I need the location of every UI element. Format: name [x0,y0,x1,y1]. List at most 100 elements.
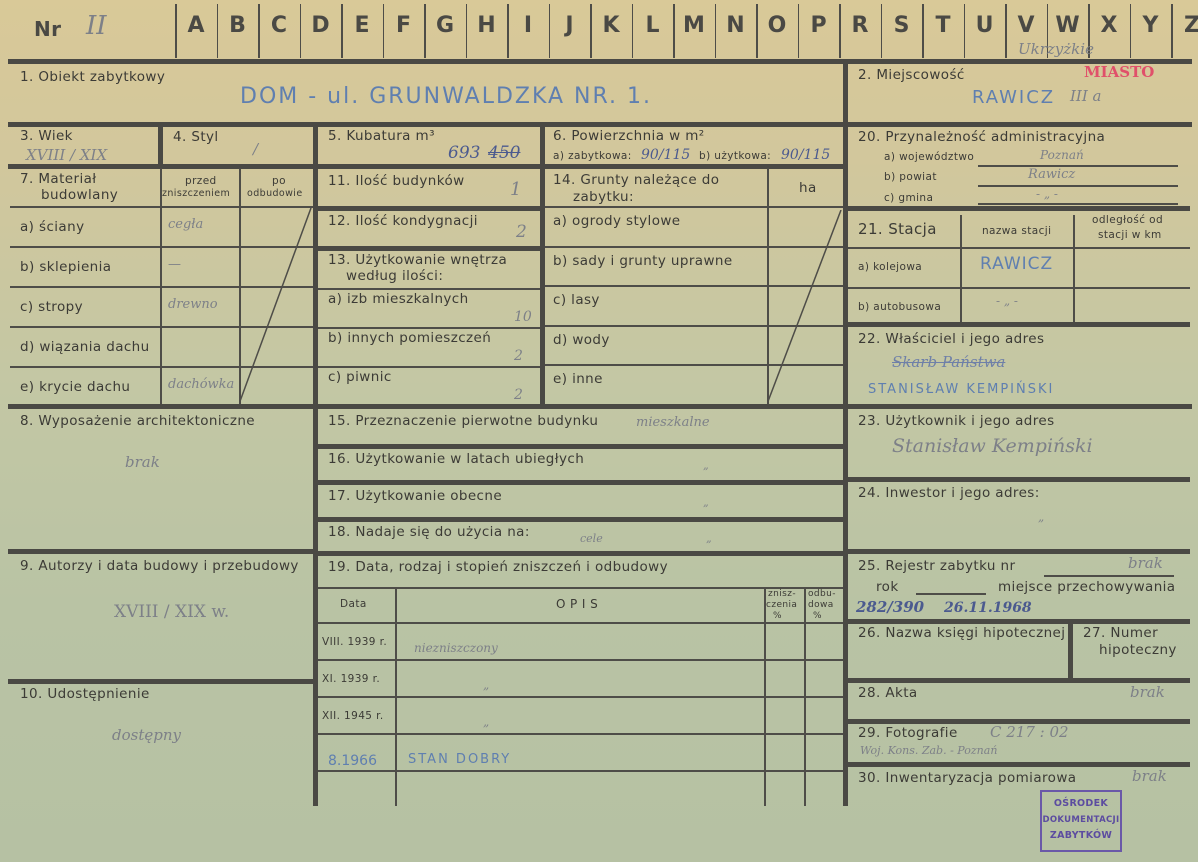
stamp-line: DOKUMENTACJI [1042,815,1120,825]
field-23-user: 23. Użytkownik i jego adres Stanisław Ke… [848,410,1190,478]
unit-ha: ha [799,180,817,196]
label: 1. Obiekt zabytkowy [20,69,166,85]
field-18: 18. Nadaje się do użycia na: cele „ [318,521,843,554]
col-date: Data [340,598,367,610]
index-letter: P [810,13,827,38]
col-before: przed [185,175,217,187]
value: brak [1132,767,1167,785]
value: XVIII / XIX w. [114,602,230,622]
institution-stamp: OŚRODEK DOKUMENTACJI ZABYTKÓW [1040,790,1122,852]
label: 13. Użytkowanie wnętrza [328,252,508,268]
value: C 217 : 02 [990,723,1069,741]
row-label: c) stropy [20,299,83,315]
stamp-line: OŚRODEK [1053,798,1109,809]
value: STANISŁAW KEMPIŃSKI [868,382,1055,397]
row-date: 8.1966 [328,753,377,769]
field-24-investor: 24. Inwestor i jego adres: „ [848,483,1190,549]
index-letter: I [523,13,533,38]
row-description: „ [483,678,490,692]
row-date: VIII. 1939 r. [322,636,388,648]
grounds-row-label: e) inne [553,371,603,387]
row-value: dachówka [168,377,235,392]
label: 17. Użytkowanie obecne [328,488,503,504]
row-value: 10 [514,309,532,325]
col-before: zniszczeniem [162,188,231,199]
label: 9. Autorzy i data budowy i przebudowy [20,558,299,574]
register-date: 26.11.1968 [944,600,1032,616]
field-25-register: 25. Rejestr zabytku nr brak rok miejsce … [848,554,1190,621]
col-rebuild: odbu- [808,589,836,599]
struck-value: Skarb Państwa [892,353,1006,371]
field-5-volume: 5. Kubatura m³ 693 450 [318,127,540,165]
index-letter: G [435,13,455,38]
field-17: 17. Użytkowanie obecne „ [318,485,843,520]
index-letter: N [726,13,745,38]
value: 693 [448,143,481,163]
value-a: Poznań [1040,148,1084,162]
value-2: „ [706,532,712,545]
col-rebuild: dowa [808,600,834,610]
index-letter: K [602,13,620,38]
index-letter: L [645,13,660,38]
index-letter: T [935,13,951,38]
field-6-area: 6. Powierzchnia w m² a) zabytkowa: 90/11… [545,127,843,165]
field-11-buildings: 11. Ilość budynków 1 [318,168,540,208]
label: według ilości: [346,268,444,284]
value-a: 90/115 [641,147,691,163]
label-a: a) zabytkowa: [553,150,632,162]
index-letter: D [311,13,330,38]
label: 20. Przynależność administracyjna [858,129,1106,145]
label: 16. Użytkowanie w latach ubiegłych [328,451,585,467]
field-28-files: 28. Akta brak [848,683,1190,720]
value-b: - „ - [996,294,1018,308]
col-damage: znisz- [768,589,796,599]
note: III a [1070,87,1102,105]
margin-note: Ukrzyżkie [1018,40,1094,58]
field-2-locality: 2. Miejscowość RAWICZ III a MIASTO [848,63,1190,122]
label-place: miejsce przechowywania [998,579,1176,595]
label: 11. Ilość budynków [328,173,465,189]
value: DOM - ul. GRUNWALDZKA NR. 1. [240,84,652,109]
value: cele [580,532,603,545]
field-7-material: 7. Materiał budowlany przed zniszczeniem… [10,168,313,406]
row-label: b) innych pomieszczeń [328,330,492,346]
index-letter: F [395,13,412,38]
red-stamp: MIASTO [1084,63,1155,81]
value: / [253,140,259,158]
field-29-photos: 29. Fotografie C 217 : 02 Woj. Kons. Zab… [848,723,1190,763]
label: 15. Przeznaczenie pierwotne budynku [328,413,599,429]
row-date: XI. 1939 r. [322,673,381,685]
nr-label: Nr [34,17,62,41]
index-letter: H [477,13,496,38]
label: 10. Udostępnienie [20,686,150,702]
row-value: 2 [514,348,523,364]
label: hipoteczny [1099,642,1177,658]
label: 19. Data, rodzaj i stopień zniszczeń i o… [328,559,668,575]
value-b: 90/115 [781,147,831,163]
field-20-administrative: 20. Przynależność administracyjna a) woj… [848,127,1190,207]
col-name: nazwa stacji [982,225,1052,237]
row-date: XII. 1945 r. [322,710,384,722]
label: 25. Rejestr zabytku nr [858,558,1016,574]
field-12-storeys: 12. Ilość kondygnacji 2 [318,211,540,248]
label: 18. Nadaje się do użycia na: [328,524,530,540]
field-14-grounds: 14. Grunty należące do zabytku: ha a) og… [545,168,843,406]
value: mieszkalne [636,415,710,430]
value-c: - „ - [1036,187,1058,201]
label-a: a) kolejowa [858,261,923,273]
field-15: 15. Przeznaczenie pierwotne budynku miesz… [318,410,843,447]
index-letter: Y [1142,13,1159,38]
index-letter: R [851,13,869,38]
field-13-interior-use: 13. Użytkowanie wnętrza według ilości: a… [318,251,540,406]
grounds-row-label: b) sady i grunty uprawne [553,252,733,269]
field-1-object: 1. Obiekt zabytkowy DOM - ul. GRUNWALDZK… [10,64,843,122]
index-letter: Z [1184,13,1198,38]
field-8-equipment: 8. Wyposażenie architektoniczne brak [10,410,313,550]
row-description: niezniszczony [414,641,498,655]
field-9-authors: 9. Autorzy i data budowy i przebudowy XV… [10,555,313,679]
index-letter: A [187,13,205,38]
col-after: odbudowie [247,188,303,199]
row-label: a) ściany [20,219,85,235]
label: 23. Użytkownik i jego adres [858,413,1055,429]
